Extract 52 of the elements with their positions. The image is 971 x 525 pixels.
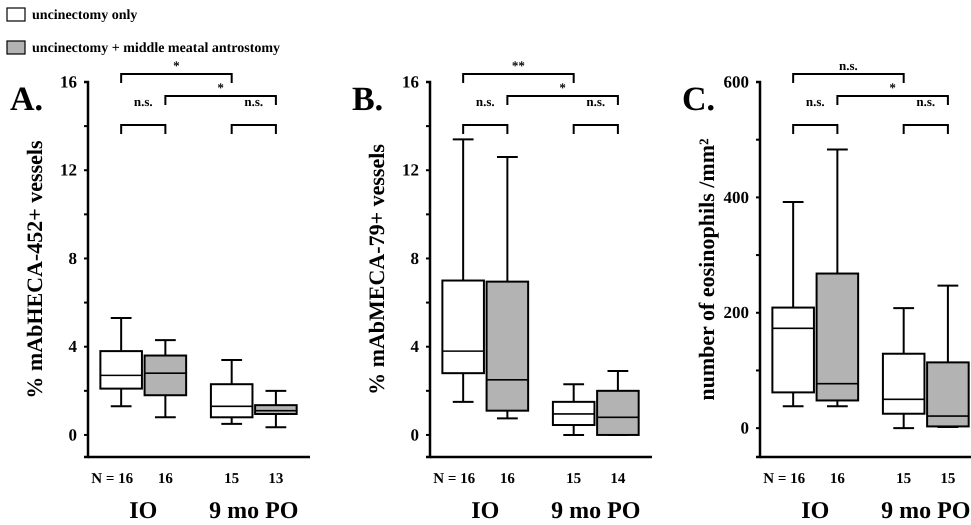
- y-axis-title: % mAbHECA-452+ vessels: [22, 140, 47, 399]
- text: 16: [158, 471, 174, 487]
- y-tick-label: 16: [60, 72, 77, 92]
- y-tick-label: 200: [724, 303, 749, 322]
- legend-label: uncinectomy + middle meatal antrostomy: [32, 41, 280, 56]
- text: N = 16: [433, 471, 476, 487]
- x-tick-label: 9 mo PO: [209, 498, 298, 524]
- y-tick-label: 0: [410, 425, 419, 444]
- y-tick-label: 8: [410, 248, 419, 268]
- y-tick-label: 4: [410, 337, 420, 356]
- y-tick-label: 12: [60, 160, 77, 180]
- text: 15: [940, 471, 956, 487]
- y-axis-title: % mAbMECA-79+ vessels: [364, 144, 389, 395]
- text: N = 16: [763, 471, 806, 487]
- annotation: n.s.: [916, 94, 936, 109]
- y-tick-label: 4: [68, 337, 78, 356]
- annotation: n.s.: [476, 94, 495, 109]
- annotation: n.s.: [134, 94, 153, 109]
- legend-label: uncinectomy only: [32, 8, 138, 23]
- y-axis-title: number of eosinophils /mm²: [694, 138, 719, 401]
- x-tick-label: IO: [129, 498, 158, 524]
- text: **: [512, 58, 525, 73]
- y-tick-label: 400: [724, 188, 749, 207]
- x-tick-label: 9 mo PO: [551, 498, 640, 524]
- y-tick-label: 16: [402, 72, 419, 92]
- annotation: *: [559, 80, 566, 95]
- annotation: n.s.: [586, 94, 606, 109]
- text: 13: [268, 471, 284, 487]
- text: 16: [500, 471, 516, 487]
- x-tick-label: 9 mo PO: [881, 498, 970, 524]
- text: 15: [224, 471, 240, 487]
- text: 15: [566, 471, 582, 487]
- y-tick-label: 600: [724, 72, 749, 92]
- text: N = 16: [91, 471, 134, 487]
- annotation: *: [889, 80, 896, 95]
- annotation: n.s.: [806, 94, 825, 109]
- chart-title: A.: [10, 81, 44, 118]
- x-tick-label: IO: [471, 498, 500, 524]
- text: 15: [896, 471, 912, 487]
- y-tick-label: 0: [68, 425, 77, 444]
- y-tick-label: 0: [740, 418, 749, 438]
- text: n.s.: [839, 58, 858, 73]
- y-tick-label: 12: [402, 160, 419, 180]
- annotation: *: [217, 80, 224, 95]
- text: 14: [610, 471, 626, 487]
- y-tick-label: 8: [68, 248, 77, 268]
- chart-title: B.: [352, 81, 384, 118]
- x-tick-label: IO: [801, 498, 830, 524]
- text: *: [173, 58, 180, 73]
- annotation: n.s.: [244, 94, 264, 109]
- chart-title: C.: [682, 81, 716, 118]
- text: 16: [830, 471, 846, 487]
